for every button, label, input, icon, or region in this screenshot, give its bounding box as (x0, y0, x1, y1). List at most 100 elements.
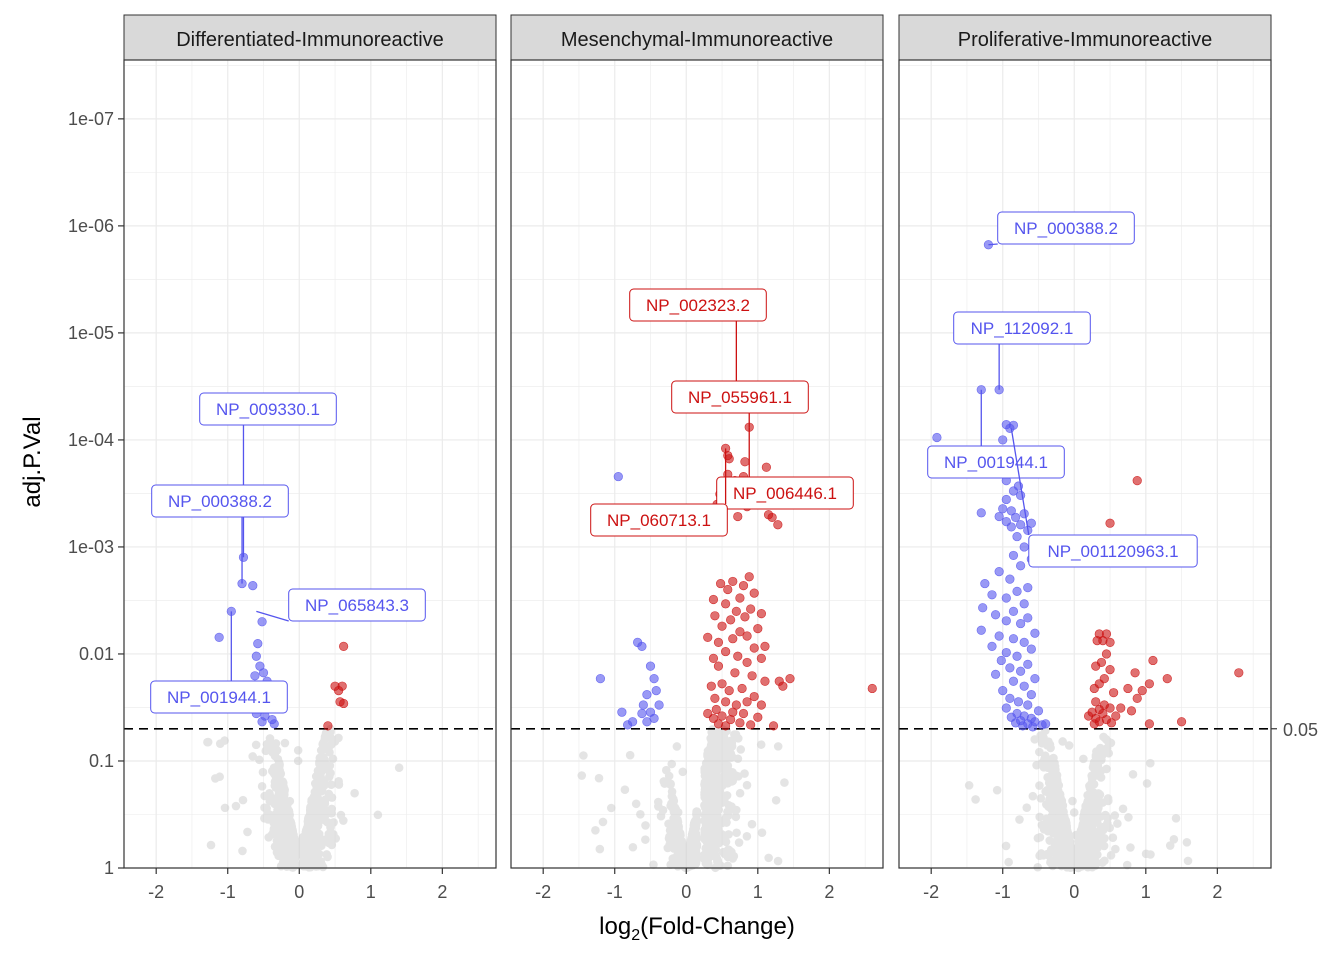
y-tick-label: 1e-03 (68, 537, 114, 557)
ns-point (1058, 737, 1067, 746)
down-point (987, 590, 997, 600)
ns-point (1064, 861, 1073, 870)
up-point (717, 621, 727, 631)
down-point (1016, 666, 1026, 676)
down-point (257, 617, 267, 627)
down-point (987, 641, 997, 652)
ns-point (280, 849, 290, 859)
up-point (744, 572, 754, 582)
y-tick-label: 1e-07 (68, 109, 114, 129)
ns-point (1001, 841, 1011, 851)
label-box (199, 392, 337, 426)
ns-point (1101, 810, 1110, 820)
ns-point (764, 853, 773, 863)
ns-point (301, 834, 310, 843)
facet-panel: Differentiated-Immunoreactive NP_009330.1… (123, 14, 497, 902)
down-point (248, 581, 258, 591)
x-tick-label: 1 (366, 882, 376, 902)
ns-point (666, 779, 675, 789)
ns-point (203, 737, 212, 747)
ns-point (317, 784, 327, 793)
ns-point (1110, 811, 1120, 820)
ns-point (1093, 812, 1103, 822)
down-point (998, 435, 1008, 445)
point-labels: NP_009330.1 NP_000388.2 NP_065843.3 NP_0019… (150, 392, 426, 714)
up-point (1234, 668, 1244, 678)
down-point (976, 508, 986, 518)
up-point (749, 588, 759, 598)
up-point (1126, 706, 1137, 716)
ns-point (718, 781, 728, 790)
ns-point (714, 824, 723, 834)
ns-point (1118, 804, 1128, 814)
ns-point (705, 824, 714, 833)
label-box (288, 588, 426, 622)
ns-point (310, 779, 320, 788)
up-point (1116, 703, 1126, 713)
down-point (269, 719, 279, 729)
down-point (258, 668, 269, 678)
down-point (645, 661, 656, 671)
down-point (1023, 613, 1033, 623)
ns-point (1035, 781, 1044, 790)
up-point (740, 457, 750, 467)
up-point (1109, 688, 1119, 698)
ns-point (1033, 833, 1043, 843)
ns-point (263, 815, 273, 824)
ns-point (1146, 850, 1155, 859)
point-labels: NP_002323.2 NP_055961.1 NP_006446.1 NP_0607… (590, 288, 854, 537)
ns-point (319, 752, 328, 762)
ns-point (756, 740, 766, 749)
up-point (735, 718, 745, 728)
ns-point (705, 842, 715, 852)
up-point (1162, 674, 1172, 684)
ns-point (265, 791, 275, 801)
ns-point (1100, 856, 1109, 866)
point-label: NP_001944.1 (944, 453, 1048, 472)
ns-point (1042, 741, 1052, 750)
y-tick-label: 0.1 (89, 751, 114, 771)
up-point (337, 681, 347, 691)
down-point (1019, 681, 1029, 691)
up-point (760, 676, 770, 686)
ns-point (1082, 804, 1091, 814)
ns-point (591, 826, 600, 835)
ns-point (731, 812, 741, 822)
down-point (1016, 561, 1026, 571)
down-point (1008, 550, 1019, 561)
x-tick-label: -1 (220, 882, 236, 902)
ns-point (708, 751, 718, 760)
ns-point (666, 832, 676, 842)
down-point (1006, 506, 1016, 516)
up-point (749, 691, 759, 702)
down-point (617, 707, 627, 717)
up-point (735, 593, 745, 603)
ns-point (1068, 796, 1077, 806)
up-point (1089, 719, 1099, 729)
y-tick-label: 0.01 (79, 644, 114, 664)
ns-point (1060, 817, 1070, 826)
ns-point (257, 782, 267, 791)
ns-point (1103, 794, 1113, 803)
ns-point (324, 838, 334, 848)
up-point (711, 704, 721, 715)
ns-point (700, 790, 710, 800)
ns-point (711, 816, 721, 826)
ns-point (708, 833, 718, 842)
ns-point (316, 759, 325, 769)
panel-background (124, 60, 496, 868)
ns-point (275, 784, 284, 794)
ns-point (742, 832, 752, 841)
ns-point (325, 819, 334, 828)
facet-title: Proliferative-Immunoreactive (958, 29, 1213, 51)
up-point (1105, 664, 1115, 675)
ns-point (594, 773, 604, 783)
up-point (1111, 711, 1121, 721)
ns-point (1045, 774, 1055, 784)
facet-strip (123, 14, 497, 61)
down-point (595, 674, 606, 684)
down-point (1023, 700, 1033, 710)
ns-point (1052, 771, 1062, 780)
ns-point (1015, 815, 1024, 824)
ns-point (283, 825, 293, 834)
